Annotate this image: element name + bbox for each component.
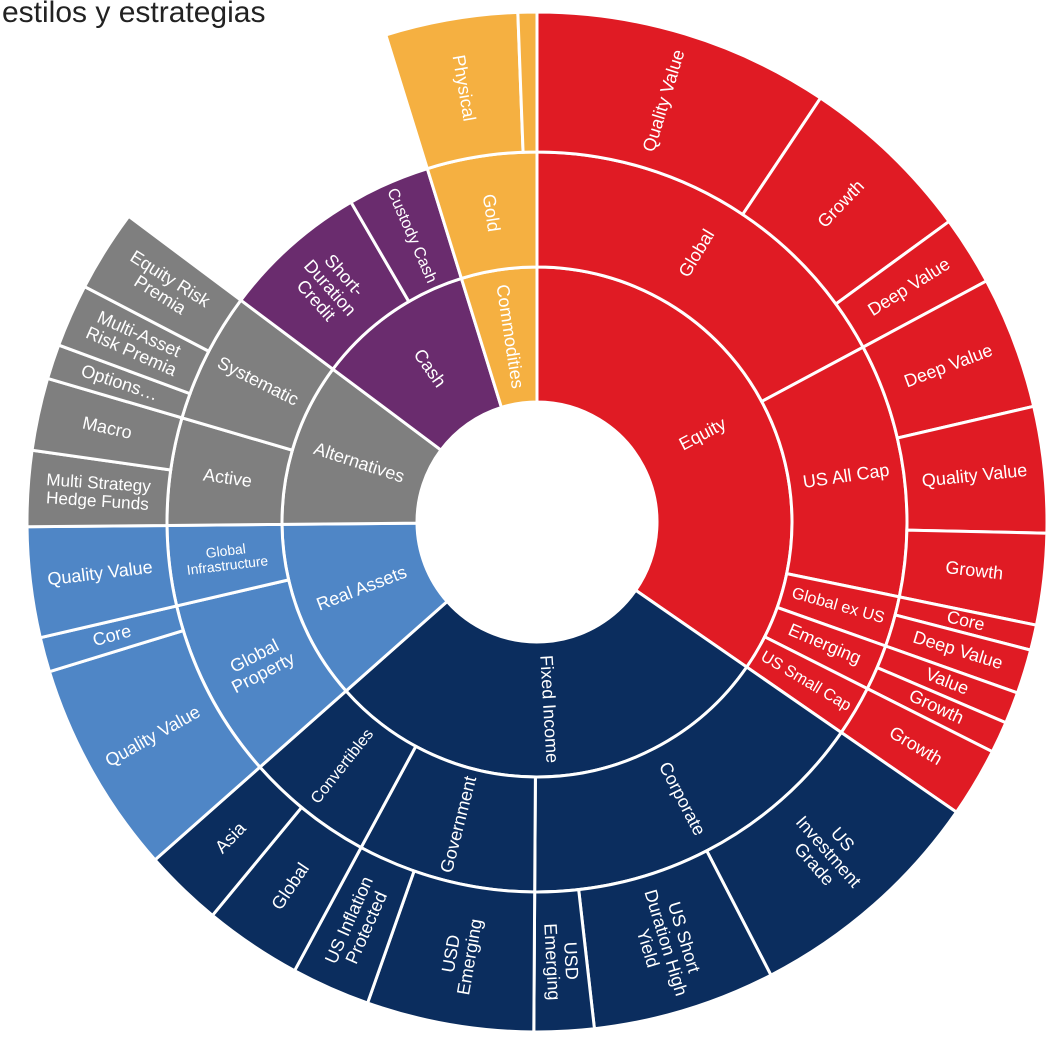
segment-label: Multi StrategyHedge Funds: [45, 469, 152, 514]
segment-label-line: Emerging: [540, 923, 564, 1001]
segment-label: USDEmerging: [540, 922, 583, 1001]
chart-title: estilos y estrategias: [2, 0, 265, 29]
sunburst-segment: [516, 10, 539, 154]
segment-label-line: USD: [560, 941, 582, 980]
sunburst-segment: [82, 214, 243, 354]
segment-label-line: Global: [205, 540, 247, 561]
